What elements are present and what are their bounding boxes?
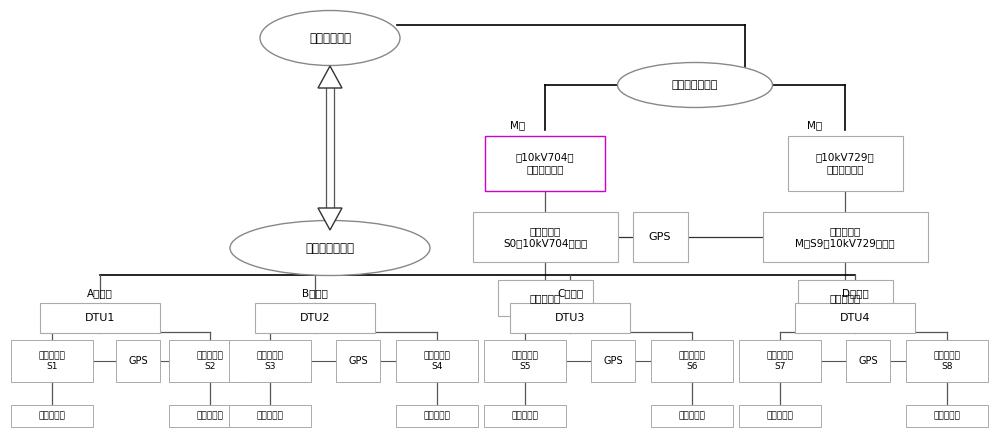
Text: M站: M站 — [807, 120, 823, 130]
Bar — [40, 303, 160, 333]
Bar — [473, 212, 618, 262]
Text: 继保测试仪: 继保测试仪 — [197, 412, 223, 420]
Text: 继保测试仪: 继保测试仪 — [934, 412, 960, 420]
Text: DTU4: DTU4 — [840, 313, 870, 323]
Text: GPS: GPS — [128, 356, 148, 366]
Bar — [906, 405, 988, 427]
Bar — [591, 340, 635, 382]
Bar — [633, 212, 688, 262]
Bar — [846, 340, 890, 382]
Ellipse shape — [260, 11, 400, 66]
Text: GPS: GPS — [649, 232, 671, 242]
Bar — [336, 340, 380, 382]
Bar — [798, 280, 893, 316]
Text: GPS: GPS — [348, 356, 368, 366]
Bar — [255, 303, 375, 333]
Text: 继保测试仪: 继保测试仪 — [39, 412, 65, 420]
Bar — [485, 136, 605, 190]
Text: GPS: GPS — [603, 356, 623, 366]
Text: 动模测试仪
S7: 动模测试仪 S7 — [767, 351, 793, 371]
Bar — [396, 340, 478, 382]
Bar — [498, 280, 592, 316]
Text: 继保测试仪: 继保测试仪 — [767, 412, 793, 420]
Text: 继保测试仪: 继保测试仪 — [424, 412, 450, 420]
Text: 继保测试仪: 继保测试仪 — [257, 412, 283, 420]
Bar — [229, 340, 311, 382]
Text: 配网调度数据网: 配网调度数据网 — [306, 241, 354, 254]
Text: 继保测试仪: 继保测试仪 — [512, 412, 538, 420]
Bar — [484, 405, 566, 427]
Polygon shape — [318, 208, 342, 230]
Text: 动模测试仪
S2: 动模测试仪 S2 — [197, 351, 223, 371]
Text: A配电站: A配电站 — [87, 288, 113, 298]
Bar — [795, 303, 915, 333]
Text: （10kV704）
保护侧控装置: （10kV704） 保护侧控装置 — [516, 152, 574, 174]
Bar — [11, 340, 93, 382]
Bar — [396, 405, 478, 427]
Text: 继保测试仪: 继保测试仪 — [529, 293, 561, 303]
Ellipse shape — [618, 62, 772, 108]
Bar — [229, 405, 311, 427]
Bar — [906, 340, 988, 382]
Text: 继保测试仪: 继保测试仪 — [679, 412, 705, 420]
Text: 动模测试仪
S6: 动模测试仪 S6 — [679, 351, 705, 371]
Bar — [651, 405, 733, 427]
Bar — [169, 340, 251, 382]
Bar — [484, 340, 566, 382]
Text: 主网调度数据网: 主网调度数据网 — [672, 80, 718, 90]
Text: C配电站: C配电站 — [557, 288, 583, 298]
Text: 配网自愈系统: 配网自愈系统 — [309, 31, 351, 44]
Text: D配电站: D配电站 — [842, 288, 868, 298]
Polygon shape — [318, 66, 342, 88]
Bar — [11, 405, 93, 427]
Ellipse shape — [230, 221, 430, 276]
Bar — [739, 340, 821, 382]
Text: 动模测试仪
S5: 动模测试仪 S5 — [512, 351, 538, 371]
Text: GPS: GPS — [858, 356, 878, 366]
Text: DTU1: DTU1 — [85, 313, 115, 323]
Bar — [510, 303, 630, 333]
Text: 动模测试仪
M站S9（10kV729开关）: 动模测试仪 M站S9（10kV729开关） — [795, 226, 895, 248]
Text: B配电站: B配电站 — [302, 288, 328, 298]
Bar — [739, 405, 821, 427]
Text: 动模测试仪
S0（10kV704开关）: 动模测试仪 S0（10kV704开关） — [503, 226, 587, 248]
Text: 动模测试仪
S3: 动模测试仪 S3 — [257, 351, 283, 371]
Text: DTU2: DTU2 — [300, 313, 330, 323]
Text: 动模测试仪
S8: 动模测试仪 S8 — [934, 351, 960, 371]
Text: 动模测试仪
S1: 动模测试仪 S1 — [39, 351, 65, 371]
Text: DTU3: DTU3 — [555, 313, 585, 323]
Bar — [651, 340, 733, 382]
Text: M站: M站 — [510, 120, 526, 130]
Bar — [116, 340, 160, 382]
Text: 继保测试仪: 继保测试仪 — [829, 293, 861, 303]
Text: 动模测试仪
S4: 动模测试仪 S4 — [424, 351, 450, 371]
Text: （10kV729）
保护侧控装置: （10kV729） 保护侧控装置 — [816, 152, 874, 174]
Bar — [788, 136, 902, 190]
Bar — [763, 212, 928, 262]
Bar — [169, 405, 251, 427]
